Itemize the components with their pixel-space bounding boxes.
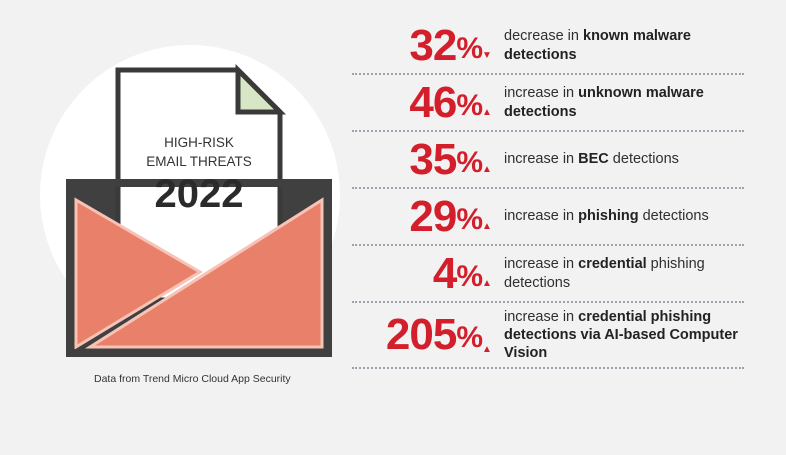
stats-list: 32% ▼ decrease in known malware detectio… [352, 18, 744, 369]
stat-row: 4% ▲ increase in credential phishing det… [352, 246, 744, 303]
letter-fold [235, 63, 287, 115]
envelope-frame [66, 179, 332, 357]
email-threats-illustration: HIGH-RISK EMAIL THREATS 2022 [0, 0, 360, 450]
up-arrow-icon: ▲ [482, 164, 492, 175]
stat-value: 4% [432, 248, 483, 298]
stat-description: increase in credential phishing detectio… [504, 308, 738, 362]
stat-row: 46% ▲ increase in unknown malware detect… [352, 75, 744, 132]
up-arrow-icon: ▲ [482, 278, 492, 289]
envelope-icon: HIGH-RISK EMAIL THREATS 2022 [40, 45, 340, 357]
illustration-year: 2022 [155, 172, 244, 216]
stat-row: 35% ▲ increase in BEC detections [352, 132, 744, 189]
stat-row: 29% ▲ increase in phishing detections [352, 189, 744, 246]
stat-value: 32% [409, 20, 483, 70]
envelope-left-flap [74, 197, 203, 350]
stat-value: 35% [409, 134, 483, 184]
envelope-right-flap [84, 197, 324, 349]
stat-description: increase in unknown malware detections [504, 85, 704, 120]
stat-row: 32% ▼ decrease in known malware detectio… [352, 18, 744, 75]
illustration-line2: EMAIL THREATS [146, 154, 252, 169]
stat-value: 29% [409, 191, 483, 241]
up-arrow-icon: ▲ [482, 107, 492, 118]
illustration-line1: HIGH-RISK [164, 135, 234, 150]
stat-description: increase in phishing detections [504, 208, 709, 225]
stat-value: 205% [385, 310, 483, 359]
up-arrow-icon: ▲ [482, 221, 492, 232]
up-arrow-icon: ▲ [482, 344, 492, 355]
stat-row: 205% ▲ increase in credential phishing d… [352, 303, 744, 369]
stat-description: decrease in known malware detections [504, 28, 691, 63]
down-arrow-icon: ▼ [482, 50, 492, 61]
stat-description: increase in credential phishing detectio… [504, 256, 705, 291]
stat-value: 46% [409, 77, 483, 127]
stat-description: increase in BEC detections [504, 151, 679, 168]
source-note: Data from Trend Micro Cloud App Security [94, 373, 291, 385]
